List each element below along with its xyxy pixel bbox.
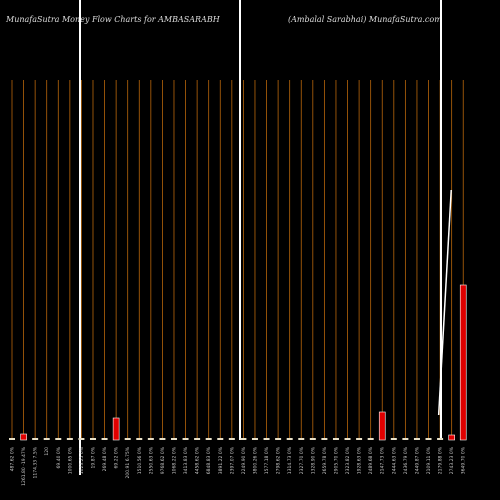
bar: [66, 438, 73, 440]
bar: [321, 438, 328, 440]
bar: [459, 284, 467, 441]
bar: [194, 438, 201, 440]
bar: [413, 438, 420, 440]
bar: [205, 438, 212, 440]
x-tick-label: 3800.26 0%: [252, 446, 258, 474]
x-tick-label: 2798.62 0%: [276, 446, 282, 474]
x-tick-label: 1328.90 0%: [310, 446, 316, 474]
bar: [286, 438, 293, 440]
bar: [390, 438, 397, 440]
bar: [182, 438, 189, 440]
x-tick-label: 2550.63 0%: [148, 446, 154, 474]
x-tick-label: 120: [44, 447, 50, 456]
bar: [228, 438, 235, 440]
chart-title: MunafaSutra Money Flow Charts for AMBASA…: [5, 15, 221, 24]
x-tick-label: 2323.82 0%: [345, 446, 351, 474]
x-tick-label: 2444.63 0%: [391, 446, 397, 474]
x-tick-label: 4458.62 0%: [195, 446, 201, 474]
x-tick-label: 3891.22 0%: [218, 446, 224, 474]
x-tick-label: 2397.07 0%: [229, 446, 235, 474]
bar: [240, 438, 247, 440]
x-tick-label: 1068.22 0%: [171, 446, 177, 474]
x-tick-label: 1023.25 0%: [79, 446, 85, 474]
bar: [298, 438, 305, 440]
x-tick-label: 200.91 6.75%: [125, 446, 131, 478]
x-tick-label: 2109.11 0%: [426, 446, 432, 474]
x-tick-label: 69.40 0%: [56, 446, 62, 468]
bar: [43, 438, 50, 440]
bar: [55, 438, 62, 440]
bar: [136, 438, 143, 440]
bar: [78, 438, 85, 440]
x-tick-label: 2327.70 0%: [299, 446, 305, 474]
bar: [251, 438, 258, 440]
x-tick-label: 2659.78 0%: [322, 446, 328, 474]
bar: [309, 438, 316, 440]
x-tick-label: 2489.68 0%: [368, 446, 374, 474]
x-tick-label: 3413.83 0%: [183, 446, 189, 474]
bar: [101, 438, 108, 440]
x-tick-label: 1314.73 0%: [287, 446, 293, 474]
bar: [170, 438, 177, 440]
bar: [402, 438, 409, 440]
x-tick-label: 2179.88 0%: [438, 446, 444, 474]
bar: [147, 438, 154, 440]
x-tick-label: 9768.62 0%: [160, 446, 166, 474]
bar: [20, 433, 27, 441]
x-tick-label: 2449.87 0%: [414, 446, 420, 474]
x-tick-label: 1577.18 0%: [264, 446, 270, 474]
bar: [367, 438, 374, 440]
bar: [437, 438, 444, 440]
x-tick-label: 2743.23 0%: [449, 446, 455, 474]
x-tick-label: 1000.65 0%: [67, 446, 73, 474]
x-tick-label: 2436.79 0%: [403, 446, 409, 474]
x-tick-label: 1510.56 0%: [137, 446, 143, 474]
x-tick-label: 1928.63 0%: [357, 446, 363, 474]
bar: [275, 438, 282, 440]
bar: [263, 438, 270, 440]
bar: [356, 438, 363, 440]
x-tick-label: 487.62 0%: [10, 446, 16, 471]
flow-line: [437, 189, 452, 416]
x-tick-label: 2249.90 0%: [241, 446, 247, 474]
x-tick-label: 269.48 0%: [102, 446, 108, 471]
x-tick-label: 1261.80 -19.47%: [21, 446, 27, 486]
bar: [425, 438, 432, 440]
bar: [217, 438, 224, 440]
x-tick-label: 2905.70 0%: [333, 446, 339, 474]
x-tick-label: 1174.33 7.5%: [33, 446, 39, 478]
bar: [332, 438, 339, 440]
x-tick-label: 2147.73 0%: [380, 446, 386, 474]
bar: [32, 438, 39, 440]
bar: [378, 411, 386, 441]
x-tick-label: 19.87 0%: [90, 446, 96, 468]
bar: [159, 438, 166, 440]
x-tick-label: 3649.70 0%: [461, 446, 467, 474]
bar: [344, 438, 351, 440]
bar: [448, 434, 455, 441]
bar: [124, 438, 131, 440]
bar: [89, 438, 96, 440]
bar: [112, 417, 120, 441]
bar: [9, 438, 15, 440]
x-tick-label: 69.22 0%: [114, 446, 120, 468]
x-tick-label: 6848.83 0%: [206, 446, 212, 474]
chart-subtitle: (Ambalal Sarabhai) MunafaSutra.com: [288, 15, 442, 24]
